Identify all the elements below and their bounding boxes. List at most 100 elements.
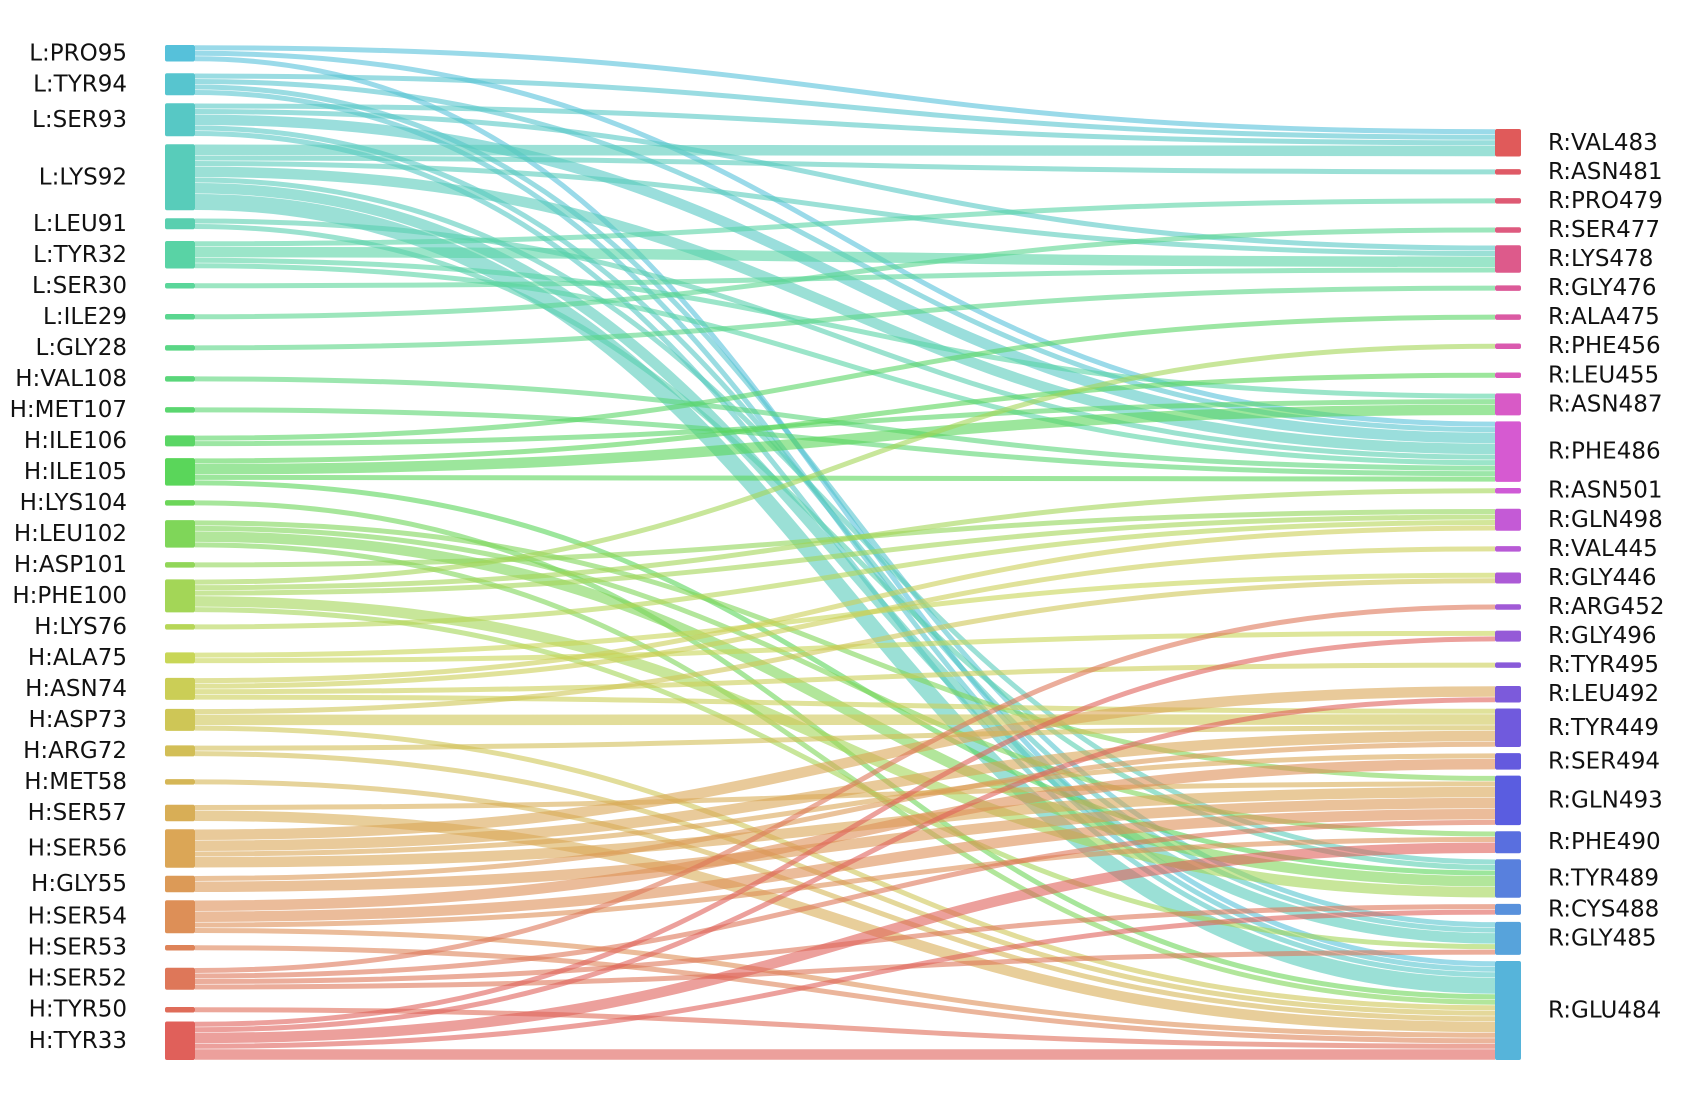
node-h-ser54[interactable] <box>165 900 195 934</box>
node-l-ile29[interactable] <box>165 314 195 320</box>
link-l-tyr94-to-r-val483[interactable] <box>194 73 1496 140</box>
node-h-ser52[interactable] <box>165 967 195 990</box>
node-r-glu484[interactable] <box>1495 961 1521 1060</box>
link-h-phe100-to-r-asn501[interactable] <box>194 488 1496 591</box>
node-h-met58[interactable] <box>165 779 195 785</box>
link-h-ser56-to-r-gln493[interactable] <box>194 786 1496 868</box>
node-h-phe100[interactable] <box>165 579 195 613</box>
node-r-gln498[interactable] <box>1495 508 1521 531</box>
link-h-gly55-to-r-gln493[interactable] <box>194 797 1496 892</box>
node-r-tyr449[interactable] <box>1495 708 1521 748</box>
link-l-tyr32-to-r-pro479[interactable] <box>194 198 1496 247</box>
link-h-ile105-to-r-leu455[interactable] <box>194 372 1496 464</box>
node-h-ile106[interactable] <box>165 435 195 447</box>
link-h-tyr33-to-r-leu492[interactable] <box>194 697 1496 1033</box>
node-l-ser93[interactable] <box>165 103 195 137</box>
node-h-met107[interactable] <box>165 407 195 413</box>
node-r-asn501[interactable] <box>1495 487 1521 494</box>
link-h-tyr33-to-r-cys488[interactable] <box>194 909 1496 1049</box>
node-r-cys488[interactable] <box>1495 903 1521 915</box>
node-r-lys478[interactable] <box>1495 245 1521 273</box>
node-h-ser53[interactable] <box>165 944 195 951</box>
link-l-tyr32-to-r-asn487[interactable] <box>194 257 1496 399</box>
node-r-pro479[interactable] <box>1495 198 1521 204</box>
link-h-ser56-to-r-ser494[interactable] <box>194 753 1496 857</box>
node-r-ser477[interactable] <box>1495 227 1521 233</box>
link-h-ile106-to-r-asn487[interactable] <box>194 399 1496 447</box>
link-h-leu102-to-r-glu484[interactable] <box>194 542 1496 1005</box>
link-h-asn74-to-r-gln498[interactable] <box>194 525 1496 684</box>
link-h-asp73-to-r-gly446[interactable] <box>194 578 1496 715</box>
node-h-gly55[interactable] <box>165 875 195 893</box>
link-h-ser54-to-r-glu484[interactable] <box>194 927 1496 1038</box>
node-l-lys92[interactable] <box>165 144 195 211</box>
link-h-ile106-to-r-ala475[interactable] <box>194 314 1496 441</box>
link-l-tyr32-to-r-phe486[interactable] <box>194 263 1496 466</box>
node-l-tyr94[interactable] <box>165 73 195 96</box>
link-h-phe100-to-r-phe456[interactable] <box>194 343 1496 585</box>
node-h-lys76[interactable] <box>165 624 195 630</box>
link-h-ser54-to-r-phe490[interactable] <box>194 836 1496 928</box>
node-h-arg72[interactable] <box>165 745 195 757</box>
link-l-pro95-to-r-glu484[interactable] <box>194 56 1496 967</box>
node-r-asn481[interactable] <box>1495 169 1521 175</box>
link-l-ser93-to-r-lys478[interactable] <box>194 109 1496 251</box>
node-r-gly476[interactable] <box>1495 285 1521 291</box>
node-r-ala475[interactable] <box>1495 314 1521 320</box>
link-l-tyr32-to-r-lys478[interactable] <box>194 246 1496 268</box>
link-l-lys92-to-r-asn481[interactable] <box>194 155 1496 175</box>
link-h-asn74-to-r-tyr495[interactable] <box>194 662 1496 695</box>
link-l-pro95-to-r-val483[interactable] <box>194 45 1496 135</box>
link-h-ser54-to-r-ser494[interactable] <box>194 758 1496 911</box>
node-h-ser57[interactable] <box>165 804 195 822</box>
node-h-leu102[interactable] <box>165 520 195 548</box>
node-l-ser30[interactable] <box>165 283 195 289</box>
node-r-tyr489[interactable] <box>1495 859 1521 898</box>
node-l-gly28[interactable] <box>165 345 195 351</box>
node-l-leu91[interactable] <box>165 218 195 230</box>
node-l-tyr32[interactable] <box>165 241 195 269</box>
node-r-phe486[interactable] <box>1495 421 1521 482</box>
link-h-ser52-to-r-arg452[interactable] <box>194 604 1496 973</box>
link-h-ser53-to-r-glu484[interactable] <box>194 945 1496 1044</box>
link-l-ser93-to-r-gly485[interactable] <box>194 125 1496 933</box>
node-h-asp101[interactable] <box>165 562 195 568</box>
node-h-ser56[interactable] <box>165 829 195 868</box>
node-h-asn74[interactable] <box>165 677 195 700</box>
link-h-ile105-to-r-phe486[interactable] <box>194 474 1496 482</box>
link-h-tyr33-to-r-phe490[interactable] <box>194 842 1496 1044</box>
node-h-tyr50[interactable] <box>165 1006 195 1013</box>
node-r-val483[interactable] <box>1495 129 1521 157</box>
node-h-tyr33[interactable] <box>165 1021 195 1061</box>
node-h-val108[interactable] <box>165 376 195 382</box>
node-h-asp73[interactable] <box>165 708 195 731</box>
node-h-ala75[interactable] <box>165 652 195 664</box>
link-h-ser52-to-r-gly485[interactable] <box>194 949 1496 990</box>
link-l-lys92-to-r-phe486[interactable] <box>194 166 1496 455</box>
link-l-ser93-to-r-val483[interactable] <box>194 103 1496 146</box>
link-l-ser30-to-r-lys478[interactable] <box>194 267 1496 289</box>
node-r-gly485[interactable] <box>1495 921 1521 955</box>
node-r-gly446[interactable] <box>1495 572 1521 584</box>
link-h-ser56-to-r-leu492[interactable] <box>194 686 1496 840</box>
link-l-lys92-to-r-val483[interactable] <box>194 144 1496 157</box>
link-h-asn74-to-r-tyr449[interactable] <box>194 694 1496 714</box>
node-h-lys104[interactable] <box>165 500 195 506</box>
link-h-ile105-to-r-asn487[interactable] <box>194 404 1496 475</box>
link-h-phe100-to-r-gln498[interactable] <box>194 514 1496 596</box>
node-r-val445[interactable] <box>1495 546 1521 552</box>
node-r-phe490[interactable] <box>1495 831 1521 854</box>
node-r-arg452[interactable] <box>1495 604 1521 610</box>
link-l-ile29-to-r-ser477[interactable] <box>194 227 1496 320</box>
node-h-ile105[interactable] <box>165 458 195 486</box>
node-r-phe456[interactable] <box>1495 343 1521 349</box>
link-h-tyr33-to-r-gly496[interactable] <box>194 636 1496 1027</box>
link-h-arg72-to-r-tyr449[interactable] <box>194 725 1496 751</box>
node-r-ser494[interactable] <box>1495 753 1521 770</box>
link-h-ser52-to-r-gln493[interactable] <box>194 819 1496 979</box>
node-r-tyr495[interactable] <box>1495 662 1521 668</box>
node-r-asn487[interactable] <box>1495 393 1521 416</box>
link-l-gly28-to-r-gly476[interactable] <box>194 285 1496 351</box>
link-h-gly55-to-r-tyr449[interactable] <box>194 741 1496 881</box>
link-l-pro95-to-r-phe486[interactable] <box>194 50 1496 427</box>
